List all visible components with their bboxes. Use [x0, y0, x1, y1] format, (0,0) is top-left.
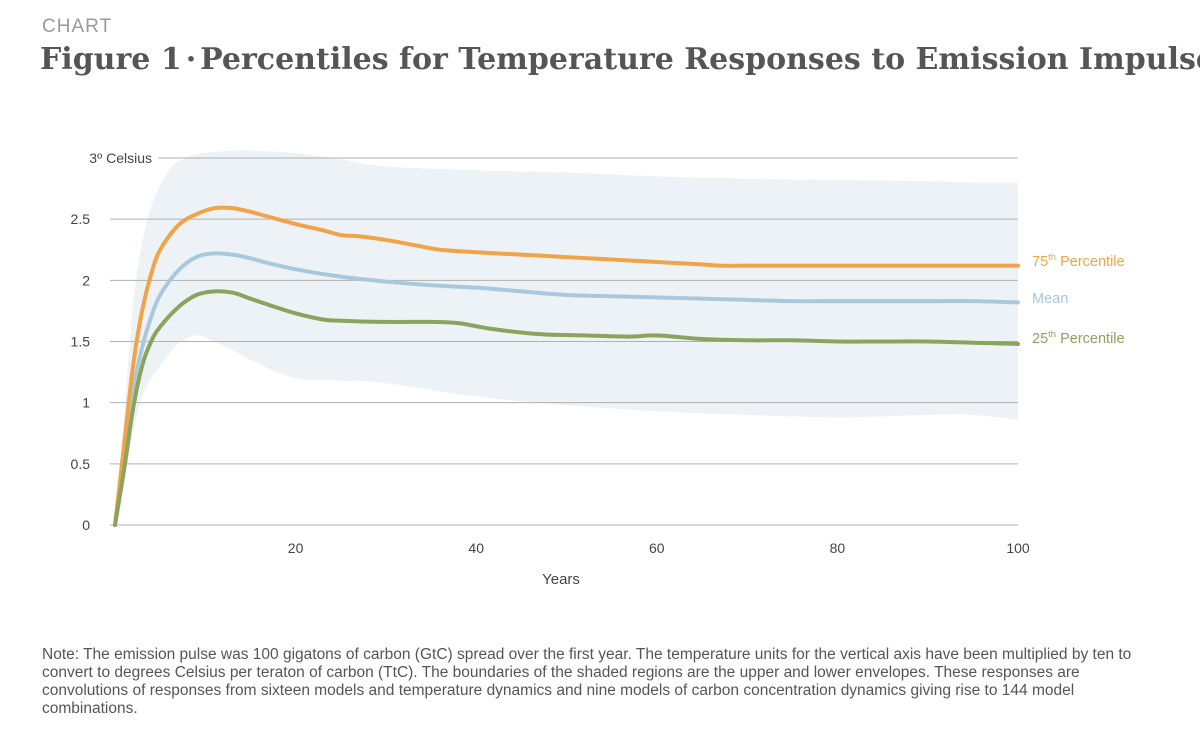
series-line-p25 [113, 289, 1020, 527]
x-tick-labels: 20 40 60 80 100 [288, 540, 1030, 556]
envelope-band-layer [115, 150, 1018, 525]
x-tick-label: 20 [288, 540, 304, 556]
y-tick-label: 1.5 [71, 334, 91, 350]
x-tick-label: 40 [468, 540, 484, 556]
y-tick-label: 0 [82, 517, 90, 533]
figure-title-text: Percentiles for Temperature Responses to… [200, 42, 1200, 77]
series-line-p75 [113, 205, 1020, 527]
gridlines [110, 157, 1018, 526]
envelope-band [115, 150, 1018, 525]
x-tick-label: 80 [830, 540, 846, 556]
series-lines [113, 205, 1020, 527]
figure-title: Figure 1 · Percentiles for Temperature Res… [40, 42, 1200, 77]
y-tick-labels: 0 0.5 1 1.5 2 2.5 3º Celsius [71, 150, 152, 533]
y-tick-label: 2 [82, 272, 90, 288]
series-label-p25: 25th Percentile [1032, 329, 1125, 347]
y-tick-label: 3º Celsius [89, 150, 152, 166]
x-tick-label: 100 [1006, 540, 1030, 556]
y-tick-label: 2.5 [71, 211, 91, 227]
y-tick-label: 1 [82, 395, 90, 411]
series-label-mean: Mean [1032, 291, 1068, 307]
x-tick-label: 60 [649, 540, 665, 556]
title-separator: · [185, 42, 197, 77]
chart-kicker: CHART [42, 16, 113, 37]
series-labels: 75th Percentile Mean 25th Percentile [1032, 252, 1125, 347]
series-label-p75: 75th Percentile [1032, 252, 1125, 270]
chart-note: Note: The emission pulse was 100 gigaton… [42, 646, 1132, 717]
line-chart: 0 0.5 1 1.5 2 2.5 3º Celsius 20 40 60 80 100 75th … [71, 150, 1125, 588]
y-tick-label: 0.5 [71, 456, 91, 472]
x-axis-label: Years [542, 571, 580, 588]
figure-label: Figure 1 [40, 42, 182, 77]
series-line-mean [113, 251, 1020, 527]
